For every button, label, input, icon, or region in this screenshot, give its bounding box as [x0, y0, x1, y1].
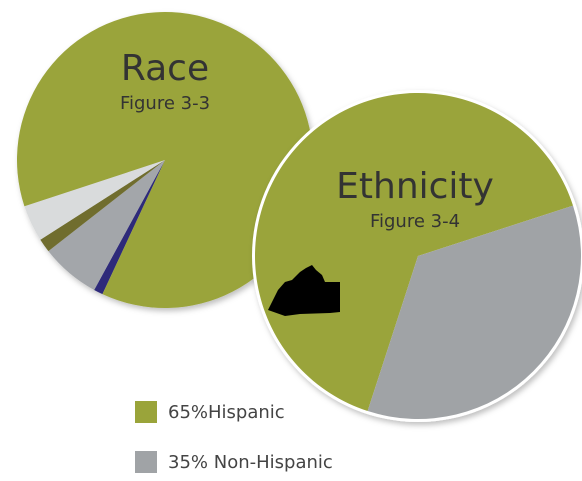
- legend-label: 65%Hispanic: [168, 402, 285, 423]
- pie-slice: [367, 205, 581, 420]
- ethnicity-pie: [252, 90, 582, 422]
- legend-label: 35% Non-Hispanic: [168, 452, 333, 473]
- pie-slice: [24, 160, 165, 240]
- chart-title: Race: [121, 48, 209, 89]
- chart-title: Ethnicity: [336, 166, 494, 207]
- pie-slice: [94, 160, 165, 295]
- legend-swatch: [135, 401, 157, 423]
- pie-slice: [48, 160, 166, 290]
- pie-slice: [254, 93, 574, 412]
- chart-subtitle: Figure 3-3: [120, 93, 210, 114]
- map-shape: [268, 265, 340, 316]
- pie-slice: [17, 12, 313, 309]
- legend: 65%Hispanic 35% Non-Hispanic: [135, 401, 333, 473]
- legend-swatch: [135, 451, 157, 473]
- race-pie: [17, 12, 313, 309]
- chart-subtitle: Figure 3-4: [370, 211, 460, 232]
- pie-slice: [40, 160, 165, 252]
